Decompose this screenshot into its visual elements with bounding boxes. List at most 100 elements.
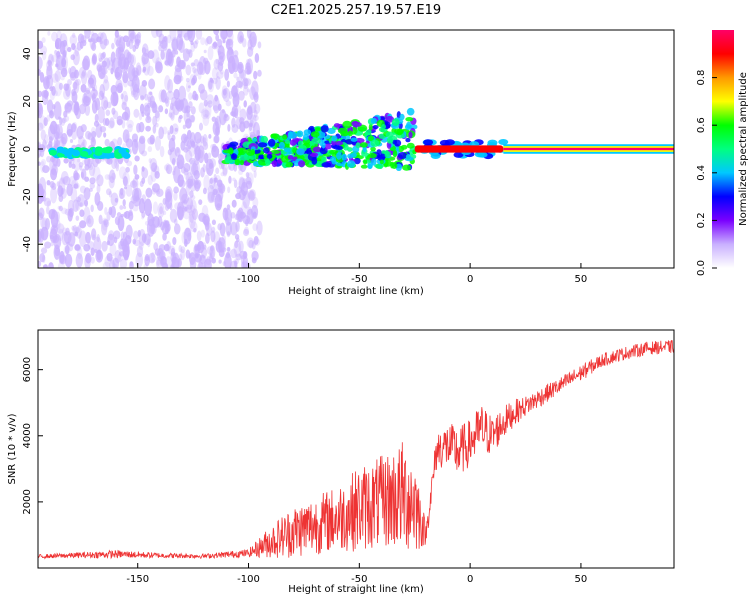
spectrogram-cell — [152, 201, 159, 215]
spectrogram-cell — [51, 73, 59, 83]
spectrogram-cell — [167, 51, 172, 57]
spectrogram-cell — [85, 252, 92, 264]
spectrogram-cell — [166, 90, 175, 100]
spectrogram-cell — [238, 69, 246, 80]
spectrogram-cell — [331, 140, 337, 146]
spectrogram-cell — [205, 232, 210, 244]
spectrogram-cell — [110, 51, 116, 64]
spectrogram-cell — [202, 141, 209, 150]
spectrogram-cell — [90, 256, 95, 264]
spectrogram-cell — [230, 248, 237, 259]
spectrogram-cell — [49, 180, 55, 189]
spectrogram-y-tick-label: -20 — [22, 188, 33, 204]
spectrogram-cell — [51, 164, 59, 176]
spectrogram-cell — [56, 223, 65, 234]
spectrogram-cell — [90, 247, 95, 256]
spectrogram-cell — [130, 180, 138, 189]
spectrogram-cell — [210, 230, 216, 243]
spectrogram-cell — [164, 75, 171, 91]
spectrogram-cell — [46, 200, 52, 207]
colorbar-tick-label: 0.8 — [696, 70, 707, 86]
spectrogram-cell — [142, 68, 146, 73]
spectrogram-cell — [114, 216, 121, 226]
spectrogram-cell — [75, 196, 82, 203]
spectrogram-cell — [248, 33, 252, 42]
spectrogram-cell — [360, 164, 368, 169]
spectrogram-cell — [94, 97, 101, 111]
snr-frame — [37, 329, 675, 569]
spectrogram-cell — [210, 79, 215, 84]
spectrogram-cell — [79, 220, 87, 229]
spectrogram-cell — [251, 36, 256, 45]
spectrogram-cell — [168, 112, 173, 118]
spectrogram-cell — [363, 159, 368, 165]
spectrogram-cell — [336, 152, 342, 160]
spectrogram-cell — [116, 115, 123, 126]
spectrogram-marks — [38, 30, 674, 268]
spectrogram-cell — [56, 30, 63, 42]
spectrogram-cell — [129, 31, 137, 40]
spectrogram-cell — [82, 93, 88, 105]
spectrogram-cell — [152, 125, 157, 134]
spectrogram-cell — [167, 78, 174, 94]
spectrogram-cell — [101, 217, 109, 231]
spectrogram-cell — [212, 41, 218, 48]
spectrogram-cell — [60, 67, 68, 78]
spectrogram-cell — [89, 182, 95, 189]
spectrogram-cell — [228, 175, 232, 184]
spectrogram-cell — [58, 205, 63, 212]
spectrogram-cell — [266, 154, 273, 159]
spectrogram-cell — [79, 40, 84, 49]
spectrogram-cell — [158, 89, 165, 103]
spectrogram-cell — [148, 78, 156, 90]
snr-y-tick-label: 6000 — [22, 357, 33, 382]
spectrogram-cell — [42, 50, 47, 61]
spectrogram-cell — [66, 100, 73, 107]
spectrogram-cell — [200, 108, 209, 120]
spectrogram-cell — [238, 63, 243, 70]
spectrogram-cell — [330, 156, 337, 163]
spectrogram-cell — [222, 149, 233, 154]
spectrogram-cell — [190, 204, 196, 213]
spectrogram-cell — [183, 227, 192, 245]
spectrogram-dense-core — [414, 139, 509, 160]
spectrogram-cell — [60, 171, 69, 184]
spectrogram-cell — [38, 56, 43, 70]
spectrogram-cell — [226, 204, 231, 210]
spectrogram-cell — [197, 240, 204, 250]
spectrogram-cell — [167, 132, 171, 141]
snr-y-tick-label: 4000 — [22, 423, 33, 448]
spectrogram-cell — [177, 258, 182, 268]
spectrogram-cell — [207, 100, 213, 108]
spectrogram-cell — [236, 76, 240, 82]
spectrogram-cell — [180, 246, 186, 254]
spectrogram-cell — [77, 194, 86, 208]
spectrogram-cell — [381, 123, 386, 130]
spectrogram-cell — [109, 169, 116, 184]
spectrogram-cell — [67, 47, 72, 53]
spectrogram-cell — [108, 190, 113, 198]
spectrogram-cell — [186, 197, 194, 210]
spectrogram-cell — [342, 120, 352, 129]
spectrogram-cell — [96, 184, 101, 194]
spectrogram-cell — [51, 31, 58, 42]
spectrogram-cell — [78, 66, 87, 79]
spectrogram-cell — [125, 184, 133, 197]
spectrogram-cell — [164, 108, 169, 115]
spectrogram-cell — [66, 183, 73, 197]
spectrogram-cell — [133, 164, 138, 175]
spectrogram-cell — [174, 50, 179, 55]
snr-marks — [38, 340, 674, 560]
spectrogram-cell — [90, 31, 95, 37]
spectrogram-cell — [192, 67, 197, 74]
spectrogram-cell — [180, 249, 185, 261]
spectrogram-cell — [131, 133, 139, 143]
spectrogram-cell — [242, 256, 249, 268]
spectrogram-cell — [71, 91, 78, 103]
spectrogram-cell — [224, 68, 230, 81]
spectrogram-cell — [236, 209, 243, 222]
spectrogram-cell — [38, 142, 42, 159]
spectrogram-cell — [136, 245, 144, 258]
spectrogram-cell — [145, 187, 153, 198]
spectrogram-cell — [253, 103, 261, 114]
